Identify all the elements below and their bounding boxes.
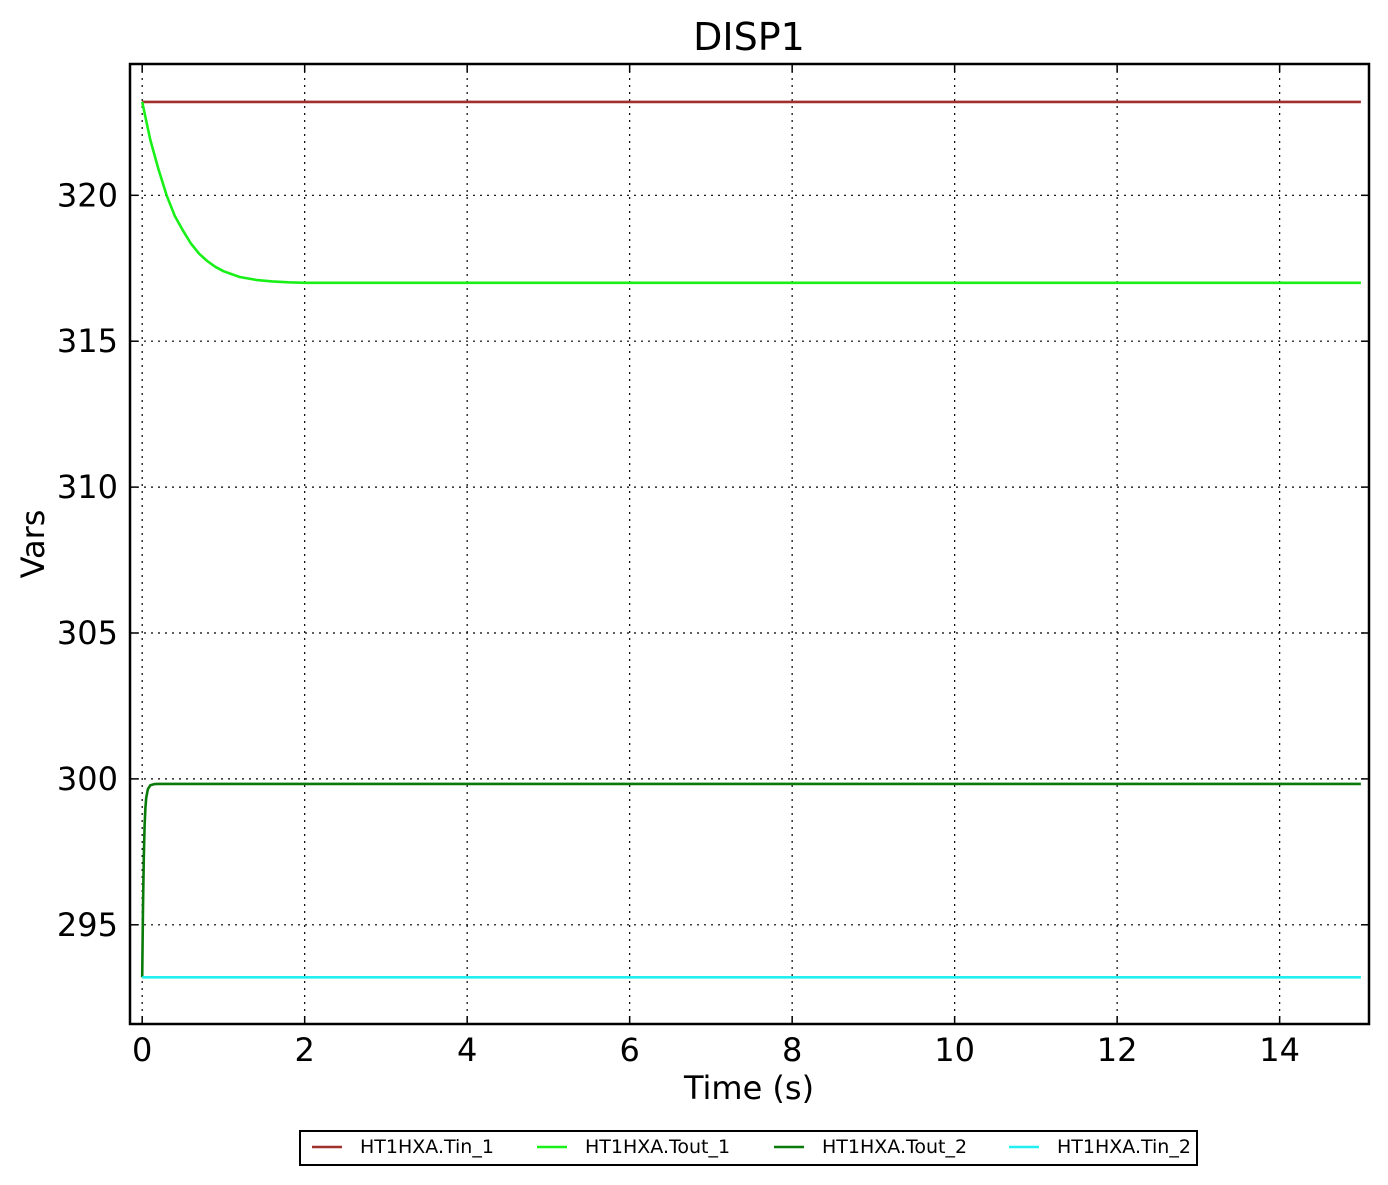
x-tick-label: 4 [457, 1031, 477, 1069]
chart-title: DISP1 [693, 15, 805, 59]
x-tick-label: 6 [619, 1031, 639, 1069]
series-lines [140, 100, 1361, 979]
legend: HT1HXA.Tin_1 HT1HXA.Tout_1 HT1HXA.Tout_2 HT… [299, 1130, 1198, 1166]
legend-frame [299, 1130, 1198, 1166]
y-tick-label: 310 [57, 468, 118, 506]
y-tick-label: 295 [57, 906, 118, 944]
x-tick-label: 8 [782, 1031, 802, 1069]
grid-lines [130, 64, 1369, 1024]
x-tick-label: 14 [1259, 1031, 1300, 1069]
legend-label: HT1HXA.Tin_1 [360, 1136, 494, 1158]
x-tick-label: 12 [1097, 1031, 1138, 1069]
y-tick-label: 305 [57, 614, 118, 652]
x-axis-label: Time (s) [683, 1069, 814, 1107]
legend-label: HT1HXA.Tout_2 [822, 1136, 967, 1158]
series-line-2 [140, 101, 1361, 285]
plot-frame [128, 62, 1371, 1026]
y-tick-label: 300 [57, 760, 118, 798]
x-tick-label: 10 [934, 1031, 975, 1069]
legend-label: HT1HXA.Tout_1 [585, 1136, 730, 1158]
series-line-3 [140, 782, 1361, 978]
y-tick-label: 320 [57, 176, 118, 214]
axis-ticks: 0 2 4 6 8 10 12 14 295 300 305 310 315 320 [57, 64, 1369, 1069]
x-tick-label: 2 [294, 1031, 314, 1069]
legend-label: HT1HXA.Tin_2 [1057, 1136, 1191, 1158]
x-tick-label: 0 [132, 1031, 152, 1069]
y-tick-label: 315 [57, 322, 118, 360]
y-axis-label: Vars [14, 510, 52, 579]
